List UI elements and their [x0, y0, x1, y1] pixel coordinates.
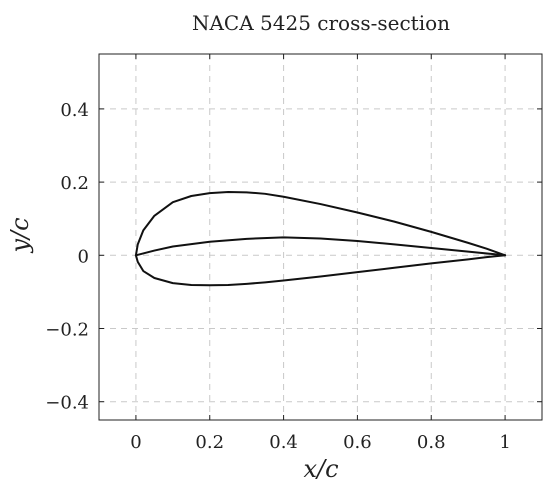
lower-surface-curve [134, 254, 507, 287]
y-tick-label: 0.2 [60, 173, 89, 194]
grid [99, 54, 542, 420]
x-tick-label: 1 [499, 432, 510, 453]
plot-area [134, 190, 507, 287]
y-tick-label: −0.2 [45, 320, 89, 341]
chart-title: NACA 5425 cross-section [192, 11, 450, 35]
y-tick-label: 0.4 [60, 100, 89, 121]
upper-surface-curve [134, 190, 507, 257]
x-tick-label: 0.4 [269, 432, 298, 453]
x-tick-label: 0 [130, 432, 141, 453]
y-tick-label: 0 [78, 246, 89, 267]
camber-line-curve [134, 236, 507, 257]
y-tick-label: −0.4 [45, 393, 89, 414]
y-axis-label: y/c [6, 217, 34, 253]
ticks: 0 0.2 0.4 0.6 0.8 1 0.4 0.2 0 −0.2 −0.4 [45, 54, 542, 453]
x-tick-label: 0.6 [343, 432, 372, 453]
x-axis-label: x/c [303, 455, 338, 483]
x-tick-label: 0.2 [195, 432, 224, 453]
x-tick-label: 0.8 [417, 432, 446, 453]
axis-frame [98, 53, 543, 421]
